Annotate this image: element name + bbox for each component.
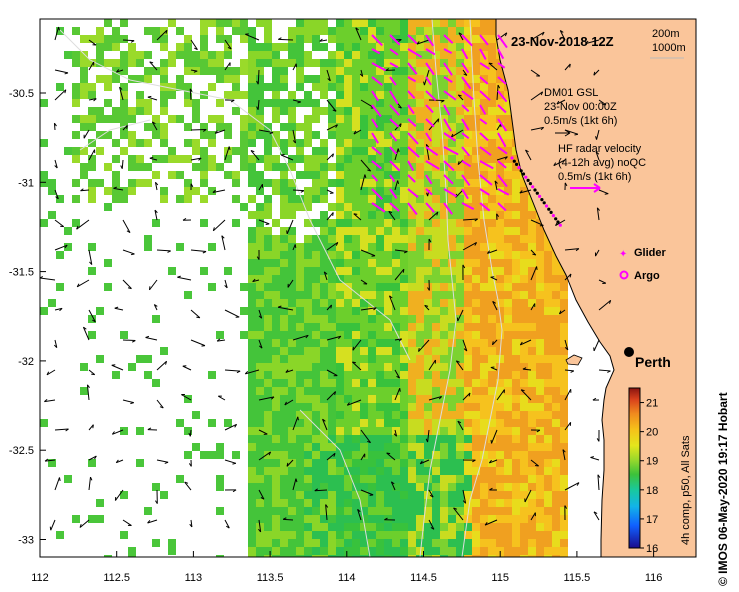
radar-legend-line2: (4-12h avg) noQC [558,157,646,169]
y-tick-label: -30.5 [9,88,34,100]
colorbar-tick-label: 18 [646,485,658,497]
y-axis: -30.5 -31 -31.5 -32 -32.5 -33 [9,88,46,547]
colorbar-tick-label: 17 [646,514,658,526]
plot-frame [39,18,697,558]
land-area [496,19,696,557]
colorbar-tick-label: 19 [646,456,658,468]
y-tick-label: -32.5 [9,445,34,457]
radar-legend-line1: HF radar velocity [558,143,642,155]
perth-city-marker [624,347,634,357]
city-label-perth: Perth [635,354,671,370]
model-legend-line3: 0.5m/s (1kt 6h) [544,115,617,127]
radar-legend-line3: 0.5m/s (1kt 6h) [558,171,631,183]
hf-radar-vectors [371,34,510,216]
y-tick-label: -31.5 [9,267,34,279]
credit-text: © IMOS 06-May-2020 19:17 Hobart [716,392,730,586]
x-tick-label: 113.5 [257,572,284,584]
glider-track [510,156,562,227]
glider-legend-label: Glider [634,247,667,259]
x-tick-label: 116 [645,572,663,584]
model-current-vectors [40,26,612,533]
isobath-label-1000m: 1000m [652,42,686,54]
x-tick-label: 114 [338,572,356,584]
x-tick-label: 115.5 [564,572,591,584]
glider-legend: ✦ Glider [619,247,667,260]
model-vector-legend: DM01 GSL 23-Nov 00:00Z 0.5m/s (1kt 6h) [544,87,617,137]
model-legend-line2: 23-Nov 00:00Z [544,101,617,113]
coastline [495,19,615,557]
x-tick-label: 114.5 [410,572,437,584]
isobath-lines [59,19,503,557]
x-tick-label: 112 [31,572,49,584]
isobath-label-200m: 200m [652,28,680,40]
colorbar-gradient [628,387,641,549]
argo-legend: Argo [619,270,660,282]
colorbar: 21 20 19 18 17 16 4h comp, p50, All Sats [628,387,692,555]
argo-legend-icon [619,270,629,280]
colorbar-tick-label: 20 [646,427,658,439]
glider-legend-icon: ✦ [619,249,627,260]
y-tick-label: -33 [18,535,34,547]
x-tick-label: 112.5 [103,572,130,584]
map-title: 23-Nov-2018 12Z [511,34,614,49]
y-tick-label: -32 [18,356,34,368]
x-tick-label: 115 [491,572,509,584]
x-tick-label: 113 [185,572,203,584]
colorbar-label: 4h comp, p50, All Sats [680,435,692,545]
island-rottnest [565,354,583,366]
colorbar-ticks: 21 20 19 18 17 16 [640,398,658,555]
colorbar-tick-label: 21 [646,398,658,410]
argo-legend-label: Argo [634,270,660,282]
colorbar-tick-label: 16 [646,543,658,555]
y-tick-label: -31 [18,177,34,189]
x-axis: 112 112.5 113 113.5 114 114.5 115 115.5 116 [31,551,662,584]
radar-vector-legend: HF radar velocity (4-12h avg) noQC 0.5m/… [558,143,646,193]
model-legend-line1: DM01 GSL [544,87,598,99]
